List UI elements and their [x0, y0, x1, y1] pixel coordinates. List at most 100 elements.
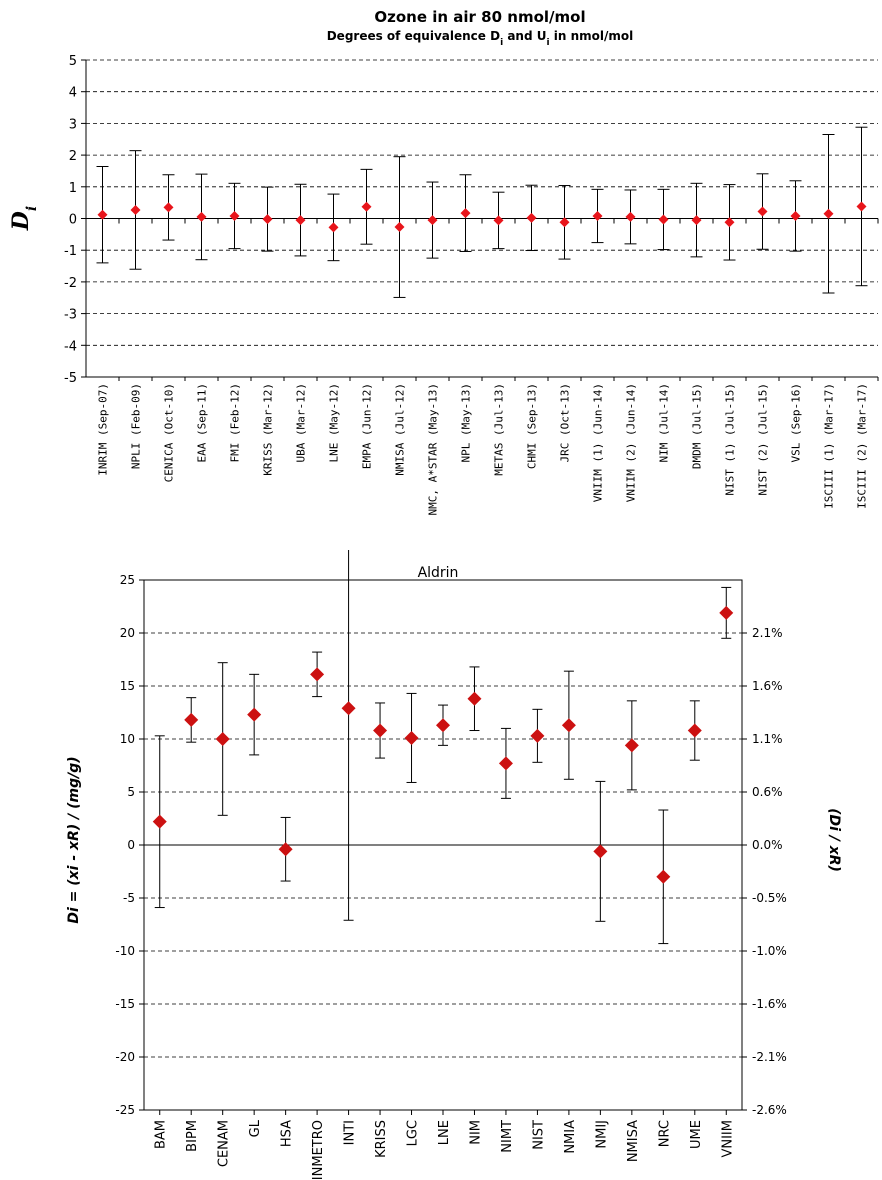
- chart1-y-tick-label: 1: [69, 181, 77, 196]
- chart1-category-label: DMDM (Jul-15): [691, 383, 704, 469]
- chart2-data-point: [719, 605, 734, 620]
- chart2-data-point: [184, 712, 199, 727]
- chart2-category-label: VNIIM: [720, 1120, 735, 1158]
- chart2-title: Aldrin: [418, 565, 459, 581]
- chart2-y-tick-label: -5: [123, 891, 135, 905]
- chart2-category-label: BIPM: [185, 1120, 200, 1152]
- chart2-data-point: [561, 718, 576, 733]
- chart2-right-axis-label: (Di / xR): [826, 808, 842, 872]
- chart1-subtitle: Degrees of equivalence Di and Ui in nmol…: [327, 29, 634, 48]
- chart2-right-tick-label: 2.1%: [752, 626, 783, 640]
- chart1-category-label: JRC (Oct-13): [559, 383, 572, 462]
- chart2-y-tick-label: 25: [120, 573, 135, 587]
- chart2-right-tick-label: -2.6%: [752, 1103, 787, 1117]
- chart1-y-tick-label: 5: [69, 54, 77, 69]
- chart1-category-label: NIST (2) (Jul-15): [757, 383, 770, 496]
- chart2-data-point: [404, 730, 419, 745]
- aldrin-chart: Aldrin Di = (xi - xR) / (mg/g) (Di / xR)…: [66, 550, 842, 1180]
- chart1-y-tick-label: 0: [69, 213, 77, 228]
- chart1-data-point: [757, 206, 768, 217]
- chart2-data-point: [624, 738, 639, 753]
- chart1-category-label: CHMI (Sep-13): [526, 383, 539, 469]
- chart1-data-point: [361, 201, 372, 212]
- chart2-y-tick-label: 15: [120, 679, 135, 693]
- chart1-y-tick-label: -2: [64, 276, 77, 291]
- chart1-category-label: CENICA (Oct-10): [163, 383, 176, 482]
- chart2-right-tick-label: -1.0%: [752, 944, 787, 958]
- chart1-y-tick-label: 3: [69, 117, 77, 132]
- chart1-title: Ozone in air 80 nmol/mol: [374, 8, 585, 26]
- chart1-data-point: [823, 208, 834, 219]
- chart2-category-label: BAM: [154, 1120, 169, 1149]
- chart1-category-label: ISCIII (1) (Mar-17): [823, 383, 836, 509]
- chart1-data-point: [163, 202, 174, 213]
- chart2-category-label: LNE: [437, 1120, 452, 1145]
- chart1-category-label: VNIIM (1) (Jun-14): [592, 383, 605, 502]
- chart2-data-point: [215, 732, 230, 746]
- chart2-right-tick-label: 0.0%: [752, 838, 783, 852]
- chart2-data-point: [467, 691, 482, 706]
- chart2-y-tick-label: -10: [115, 944, 135, 958]
- chart2-data-point: [656, 869, 671, 884]
- chart2-data-point: [530, 728, 545, 743]
- chart2-category-label: NRC: [657, 1120, 672, 1147]
- chart1-y-tick-label: -4: [64, 339, 77, 354]
- chart1-category-label: NMC, A*STAR (May-13): [427, 383, 440, 515]
- chart2-right-tick-label: 1.6%: [752, 679, 783, 693]
- chart1-category-label: NIST (1) (Jul-15): [724, 383, 737, 496]
- chart1-y-tick-label: 4: [69, 86, 77, 101]
- chart1-data-point: [625, 211, 636, 222]
- chart2-right-tick-label: -0.5%: [752, 891, 787, 905]
- chart2-right-tick-label: -2.1%: [752, 1050, 787, 1064]
- chart2-category-label: UME: [689, 1120, 704, 1149]
- chart2-y-tick-label: 0: [127, 838, 135, 852]
- chart1-data-point: [856, 201, 867, 212]
- chart1-category-label: NPL (May-13): [460, 383, 473, 462]
- chart1-data-point: [427, 215, 438, 226]
- chart2-category-label: NIST: [531, 1120, 546, 1150]
- chart1-data-point: [97, 209, 108, 220]
- chart1-data-point: [229, 210, 240, 221]
- chart1-data-point: [196, 211, 207, 222]
- chart1-category-label: LNE (May-12): [328, 383, 341, 462]
- chart2-category-label: NIM: [468, 1120, 483, 1145]
- chart1-data-point: [493, 215, 504, 226]
- chart1-category-label: NIM (Jul-14): [658, 383, 671, 462]
- chart2-category-label: NIMT: [500, 1120, 515, 1153]
- chart2-y-axis-label: Di = (xi - xR) / (mg/g): [66, 756, 82, 923]
- chart2-data-point: [310, 667, 325, 682]
- chart2-category-label: GL: [248, 1119, 263, 1137]
- chart2-data-point: [498, 756, 513, 771]
- chart1-data-point: [691, 215, 702, 226]
- chart1-data-point: [130, 204, 141, 215]
- chart1-category-label: UBA (Mar-12): [295, 383, 308, 462]
- chart1-data-point: [295, 215, 306, 226]
- chart2-category-label: CENAM: [217, 1120, 232, 1167]
- chart2-data-point: [278, 842, 293, 857]
- chart2-y-tick-label: 5: [127, 785, 135, 799]
- chart1-category-label: VNIIM (2) (Jun-14): [625, 383, 638, 502]
- chart2-data-point: [247, 707, 262, 722]
- chart2-category-label: INTI: [343, 1120, 358, 1145]
- chart2-data-point: [436, 718, 450, 733]
- chart1-data-point: [526, 212, 537, 223]
- chart1-category-label: EAA (Sep-11): [196, 383, 209, 462]
- chart1-category-label: NPLI (Feb-09): [130, 383, 143, 469]
- chart1-category-label: VSL (Sep-16): [790, 383, 803, 462]
- chart1-data-point: [658, 214, 669, 225]
- chart1-category-label: METAS (Jul-13): [493, 383, 506, 476]
- chart2-y-tick-label: 10: [120, 732, 135, 746]
- chart2-y-tick-label: -25: [115, 1103, 135, 1117]
- chart1-data-point: [394, 222, 405, 233]
- chart1-category-label: FMI (Feb-12): [229, 383, 242, 462]
- chart2-data-point: [593, 844, 608, 859]
- chart1-data-point: [262, 214, 273, 225]
- chart1-y-tick-label: -3: [64, 308, 77, 323]
- chart1-category-label: NMISA (Jul-12): [394, 383, 407, 476]
- chart1-y-tick-label: -5: [64, 371, 77, 386]
- chart2-category-label: LGC: [406, 1120, 421, 1146]
- chart2-data-point: [341, 701, 356, 716]
- chart1-data-point: [460, 208, 471, 219]
- chart1-data-point: [592, 210, 603, 221]
- chart2-category-label: NMIJ: [594, 1120, 609, 1149]
